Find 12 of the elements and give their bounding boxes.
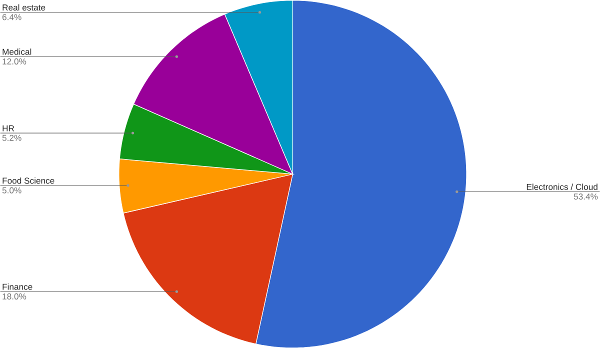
data-label: 5.2% [2, 134, 22, 141]
slice-label: Medical [2, 48, 32, 55]
data-label: 5.0% [2, 187, 22, 194]
slice-label: Finance [2, 283, 32, 290]
data-label: 12.0% [2, 58, 26, 64]
slice-label: Food Science [2, 177, 54, 184]
data-label: 18.0% [2, 293, 26, 300]
slice-label: Real estate [2, 4, 46, 10]
slice-label: Electronics / Cloud [526, 184, 598, 190]
data-label: 6.4% [2, 14, 22, 20]
slice-label: HR [2, 125, 14, 132]
data-label: 53.4% [574, 193, 598, 200]
